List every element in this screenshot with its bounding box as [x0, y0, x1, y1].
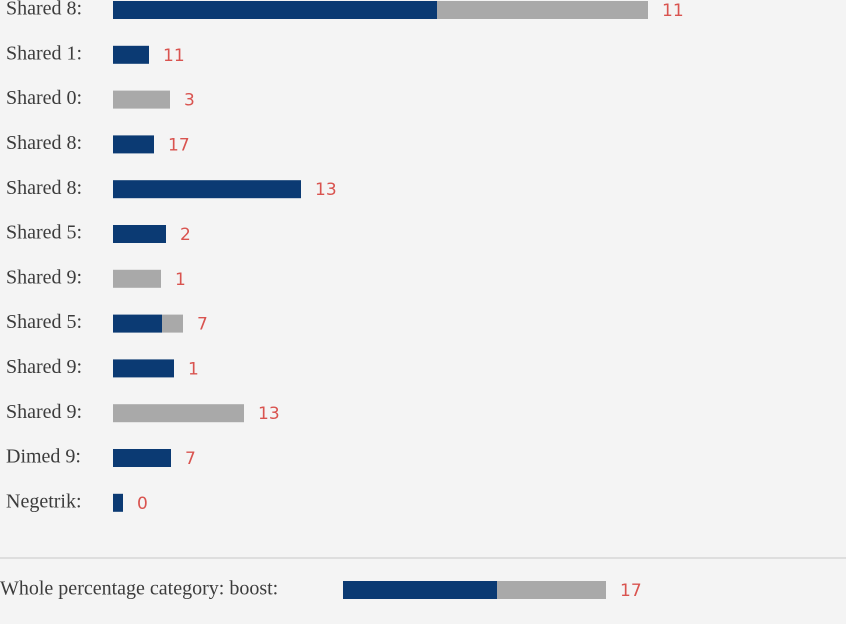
bar-secondary	[497, 581, 606, 599]
count: 1	[175, 270, 186, 290]
count: 17	[620, 581, 642, 601]
count: 3	[184, 91, 195, 111]
count: 0	[137, 494, 148, 514]
count: 13	[315, 180, 337, 200]
row-label: Shared 8:	[6, 132, 82, 154]
bar-primary	[113, 45, 149, 64]
bar-primary	[113, 314, 162, 333]
bar-primary	[113, 135, 154, 154]
count: 7	[185, 449, 196, 469]
bar-secondary	[162, 314, 183, 333]
row-label: Shared 8:	[6, 177, 82, 199]
bar-primary	[113, 359, 174, 378]
row-label: Whole percentage category: boost:	[0, 578, 278, 600]
row-label: Negetrik:	[6, 490, 82, 512]
row-label: Shared 0:	[6, 87, 82, 109]
bar-primary	[113, 180, 301, 199]
bar-secondary	[437, 1, 648, 19]
count: 11	[163, 46, 185, 66]
row-label: Shared 9:	[6, 266, 82, 288]
bar-primary	[113, 449, 171, 467]
row-label: Shared 1:	[6, 42, 82, 64]
row-label: Shared 9:	[6, 401, 82, 423]
bar-primary	[343, 581, 497, 599]
row-label: Shared 5:	[6, 311, 82, 333]
count: 2	[180, 225, 191, 245]
bar-secondary	[113, 90, 170, 109]
bar-primary	[113, 1, 437, 19]
count: 17	[168, 135, 190, 155]
bar-secondary	[113, 404, 244, 423]
bar-secondary	[113, 269, 161, 288]
count: 11	[662, 1, 684, 21]
row-label: Shared 8:	[6, 0, 82, 20]
count: 13	[258, 404, 280, 424]
row-label: Shared 5:	[6, 222, 82, 244]
bar-primary	[113, 225, 166, 243]
count: 7	[197, 315, 208, 335]
bar-primary	[113, 493, 123, 512]
row-label: Shared 9:	[6, 356, 82, 378]
row-label: Dimed 9:	[6, 446, 81, 468]
count: 1	[188, 359, 199, 379]
